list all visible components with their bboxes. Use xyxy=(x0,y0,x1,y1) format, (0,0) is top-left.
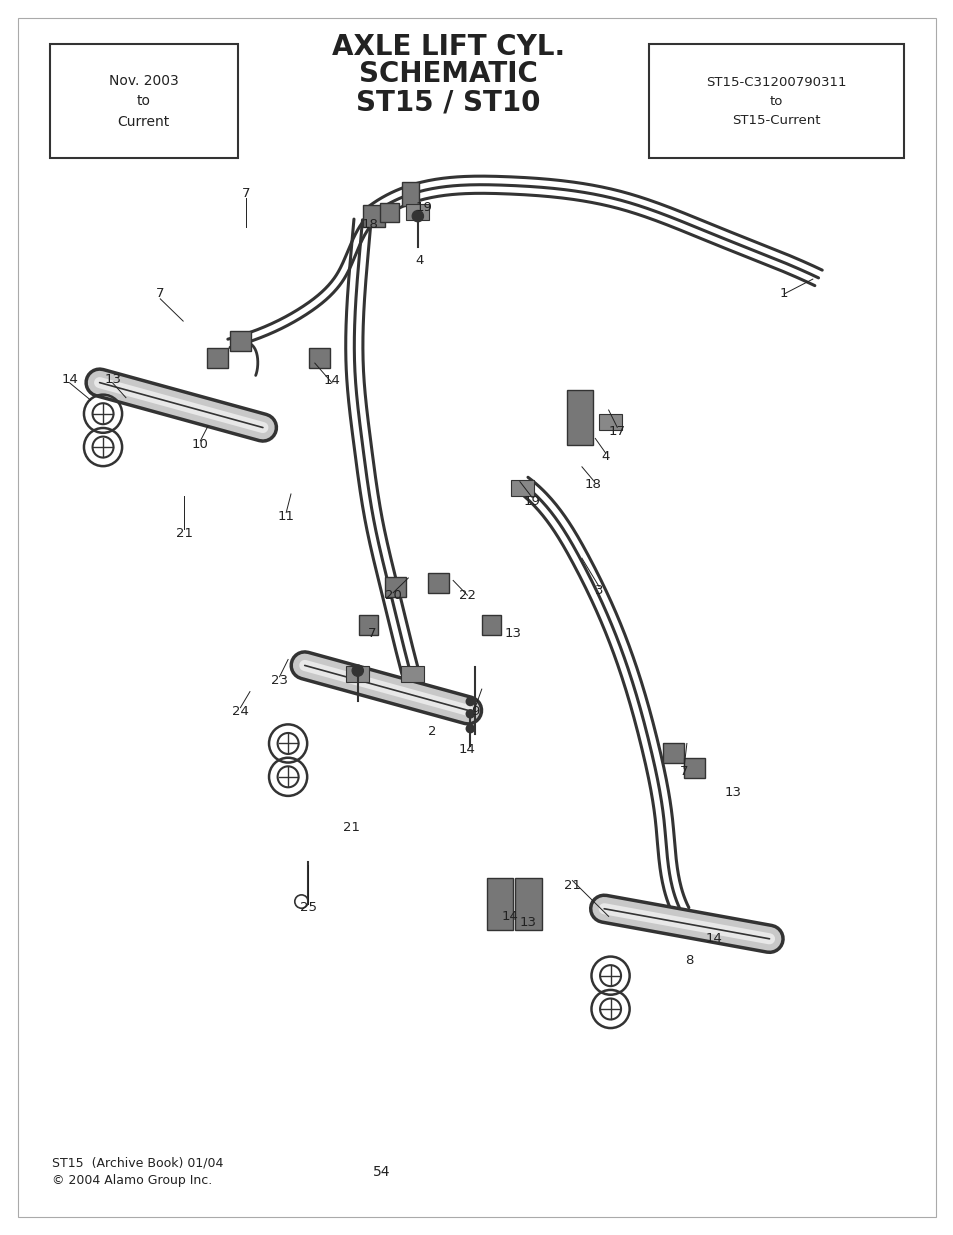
Text: Nov. 2003
to
Current: Nov. 2003 to Current xyxy=(109,74,178,128)
Text: © 2004 Alamo Group Inc.: © 2004 Alamo Group Inc. xyxy=(52,1174,213,1187)
Text: 22: 22 xyxy=(458,589,476,601)
Bar xyxy=(379,203,398,222)
Text: 7: 7 xyxy=(156,288,164,300)
Text: 14: 14 xyxy=(704,932,721,945)
Text: 3: 3 xyxy=(595,584,602,597)
Text: 4: 4 xyxy=(601,451,609,463)
Text: 25: 25 xyxy=(299,902,316,914)
Bar xyxy=(207,348,228,368)
Text: 54: 54 xyxy=(373,1165,390,1179)
Text: 7: 7 xyxy=(242,188,250,200)
Text: 17: 17 xyxy=(608,425,625,437)
Circle shape xyxy=(465,709,475,719)
Text: 20: 20 xyxy=(384,589,401,601)
Bar xyxy=(683,758,704,778)
Text: 11: 11 xyxy=(277,510,294,522)
Bar xyxy=(566,390,593,446)
Text: 19: 19 xyxy=(415,201,432,214)
Text: 4: 4 xyxy=(416,254,423,267)
Text: ST15-C31200790311
to
ST15-Current: ST15-C31200790311 to ST15-Current xyxy=(705,75,846,127)
Bar xyxy=(230,331,251,351)
Circle shape xyxy=(465,724,475,734)
Text: 21: 21 xyxy=(342,821,359,834)
Text: 18: 18 xyxy=(361,219,378,231)
Text: 23: 23 xyxy=(271,674,288,687)
Bar xyxy=(515,878,541,930)
Bar xyxy=(50,44,237,158)
Text: 14: 14 xyxy=(501,910,518,923)
Bar xyxy=(309,348,330,368)
Bar xyxy=(406,205,429,220)
Text: 21: 21 xyxy=(563,879,580,892)
Bar xyxy=(428,573,449,593)
Bar xyxy=(362,205,385,227)
Circle shape xyxy=(352,664,363,677)
Text: 13: 13 xyxy=(104,373,121,385)
Bar xyxy=(481,615,500,635)
Circle shape xyxy=(412,210,423,222)
Bar xyxy=(400,667,423,682)
Bar xyxy=(385,577,406,597)
Bar xyxy=(598,415,621,430)
Text: SCHEMATIC: SCHEMATIC xyxy=(358,61,537,88)
Bar xyxy=(346,667,369,682)
Text: 24: 24 xyxy=(232,705,249,718)
Text: 9: 9 xyxy=(471,705,478,718)
Text: 2: 2 xyxy=(428,725,436,737)
Text: ST15 / ST10: ST15 / ST10 xyxy=(355,89,540,116)
Text: 21: 21 xyxy=(175,527,193,540)
Bar xyxy=(511,480,534,495)
Bar xyxy=(358,615,377,635)
Text: 7: 7 xyxy=(368,627,375,640)
Text: 1: 1 xyxy=(780,288,787,300)
Text: 13: 13 xyxy=(504,627,521,640)
Text: ST15  (Archive Book) 01/04: ST15 (Archive Book) 01/04 xyxy=(52,1157,224,1170)
Circle shape xyxy=(465,697,475,706)
Text: 13: 13 xyxy=(519,916,537,929)
Text: 7: 7 xyxy=(679,766,687,778)
Bar xyxy=(486,878,513,930)
Text: 19: 19 xyxy=(523,495,540,508)
Text: 14: 14 xyxy=(61,373,78,385)
Text: 14: 14 xyxy=(458,743,476,756)
Bar xyxy=(648,44,903,158)
Bar xyxy=(401,182,418,206)
Text: 8: 8 xyxy=(685,955,693,967)
Text: 13: 13 xyxy=(723,787,740,799)
Text: AXLE LIFT CYL.: AXLE LIFT CYL. xyxy=(332,33,564,61)
Text: 10: 10 xyxy=(192,438,209,451)
Text: 18: 18 xyxy=(584,478,601,490)
Text: 14: 14 xyxy=(323,374,340,387)
Bar xyxy=(662,743,683,763)
